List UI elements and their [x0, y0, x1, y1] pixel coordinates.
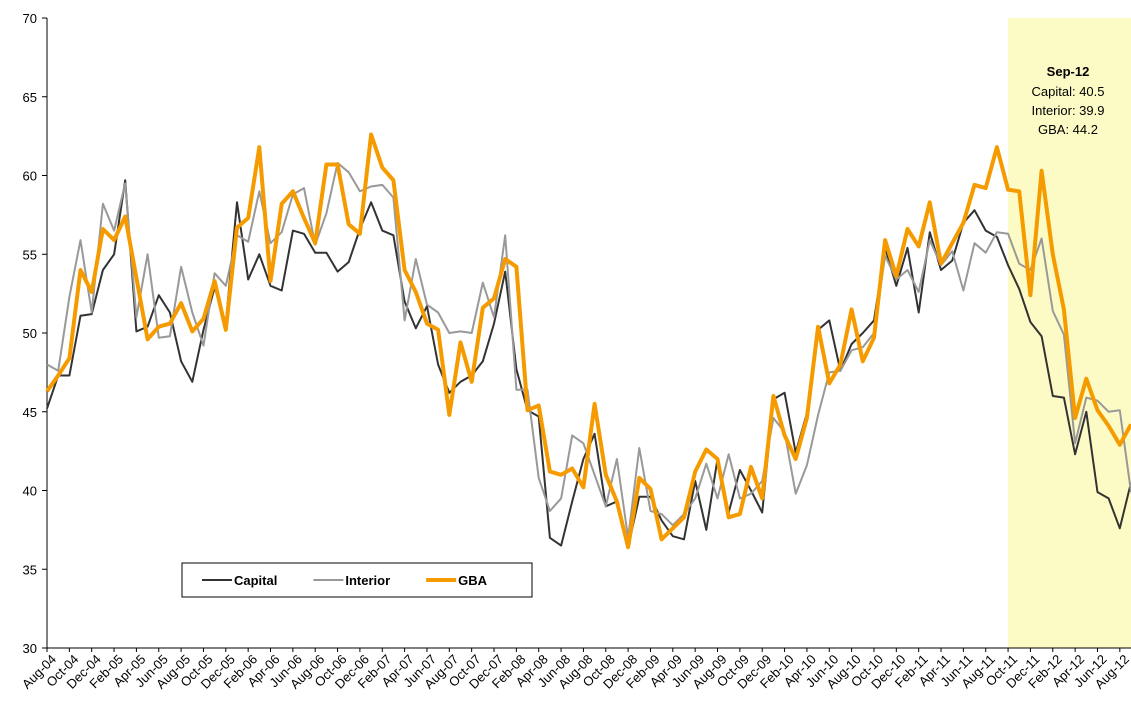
legend-box [181, 562, 533, 598]
series-line [45, 132, 1131, 550]
legend-label: GBA [458, 573, 488, 588]
y-tick-label: 70 [23, 11, 37, 26]
series-line [46, 179, 1131, 549]
y-tick-label: 35 [23, 562, 37, 577]
y-tick-label: 50 [23, 326, 37, 341]
y-tick-label: 40 [23, 484, 37, 499]
annotation-title: Sep-12 [1047, 64, 1090, 79]
legend-label: Capital [234, 573, 277, 588]
y-tick-label: 45 [23, 405, 37, 420]
legend-label: Interior [345, 573, 390, 588]
highlight-band [1008, 18, 1131, 648]
annotation-line: GBA: 44.2 [1038, 122, 1098, 137]
series-line [46, 161, 1131, 539]
y-tick-label: 65 [23, 90, 37, 105]
y-tick-label: 60 [23, 169, 37, 184]
annotation-line: Interior: 39.9 [1032, 103, 1105, 118]
annotation-line: Capital: 40.5 [1032, 84, 1105, 99]
y-tick-label: 55 [23, 247, 37, 262]
y-tick-label: 30 [23, 641, 37, 656]
